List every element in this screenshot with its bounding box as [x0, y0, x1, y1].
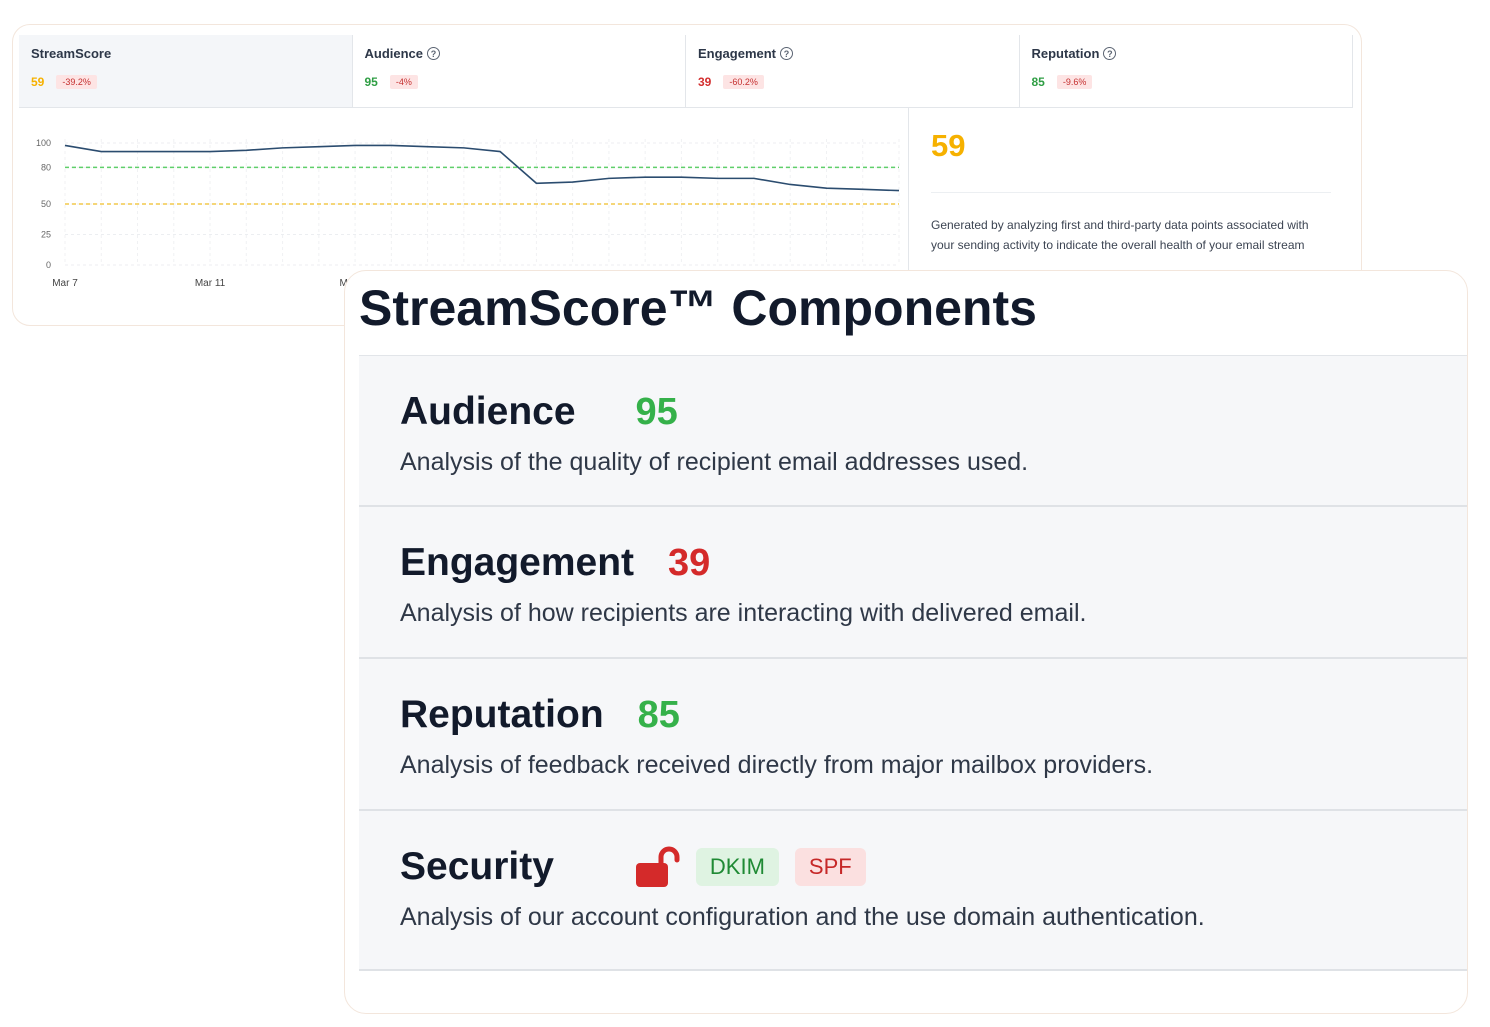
component-name: Engagement: [400, 541, 635, 584]
y-tick-label: 0: [46, 260, 51, 270]
tab-streamscore[interactable]: StreamScore 59 -39.2%: [19, 35, 353, 107]
component-name: Audience: [400, 390, 576, 433]
summary-description: Generated by analyzing first and third-p…: [931, 218, 1309, 252]
help-icon[interactable]: ?: [1103, 47, 1117, 60]
tab-delta-badge: -4%: [389, 75, 418, 89]
spf-badge: SPF: [794, 848, 866, 886]
score-tabs: StreamScore 59 -39.2% Audience? 95 -4% E…: [19, 35, 1353, 108]
y-tick-label: 100: [36, 138, 51, 148]
tab-delta-badge: -39.2%: [56, 75, 97, 89]
y-tick-label: 50: [41, 199, 51, 209]
x-tick-label: Mar 7: [52, 278, 78, 289]
component-reputation: Reputation 85 Analysis of feedback recei…: [359, 659, 1467, 811]
component-audience: Audience 95 Analysis of the quality of r…: [359, 355, 1467, 507]
component-engagement: Engagement 39 Analysis of how recipients…: [359, 507, 1467, 659]
tab-score: 59: [31, 75, 45, 89]
tab-score: 39: [698, 75, 712, 89]
dkim-badge: DKIM: [695, 848, 779, 886]
component-name: Reputation: [400, 693, 604, 736]
tab-score: 85: [1031, 75, 1045, 89]
tab-delta-badge: -9.6%: [1056, 75, 1093, 89]
help-icon[interactable]: ?: [427, 47, 441, 60]
tab-label: Audience: [364, 46, 424, 61]
component-description: Analysis of feedback received directly f…: [400, 751, 1154, 779]
divider: [931, 192, 1331, 193]
y-tick-label: 80: [41, 162, 51, 172]
tab-reputation[interactable]: Reputation? 85 -9.6%: [1020, 35, 1353, 107]
tab-label: Engagement: [698, 46, 777, 61]
tab-engagement[interactable]: Engagement? 39 -60.2%: [686, 35, 1020, 107]
component-description: Analysis of how recipients are interacti…: [400, 599, 1087, 627]
component-description: Analysis of our account configuration an…: [400, 903, 1205, 931]
summary-score: 59: [931, 128, 966, 163]
tab-label: StreamScore: [31, 46, 112, 61]
component-security: Security DKIM SPF Analysis of our accoun…: [359, 811, 1467, 971]
component-name: Security: [400, 845, 554, 888]
tab-label: Reputation: [1031, 46, 1100, 61]
tab-score: 95: [364, 75, 378, 89]
tab-audience[interactable]: Audience? 95 -4%: [353, 35, 686, 107]
components-title: StreamScore™ Components: [359, 280, 1037, 336]
component-score: 95: [635, 390, 678, 433]
y-tick-label: 25: [41, 230, 51, 240]
components-list: Audience 95 Analysis of the quality of r…: [359, 355, 1467, 971]
score-summary-panel: 59 Generated by analyzing first and thir…: [908, 108, 1361, 325]
unlocked-padlock-icon: [634, 846, 680, 888]
component-score: 85: [637, 693, 680, 736]
help-icon[interactable]: ?: [780, 47, 794, 60]
component-score: 39: [668, 541, 711, 584]
streamscore-series-line: [64, 144, 900, 192]
components-card: StreamScore™ Components Audience 95 Anal…: [344, 270, 1468, 1014]
tab-delta-badge: -60.2%: [723, 75, 764, 89]
x-tick-label: Mar 11: [195, 278, 226, 289]
component-description: Analysis of the quality of recipient ema…: [400, 448, 1029, 476]
